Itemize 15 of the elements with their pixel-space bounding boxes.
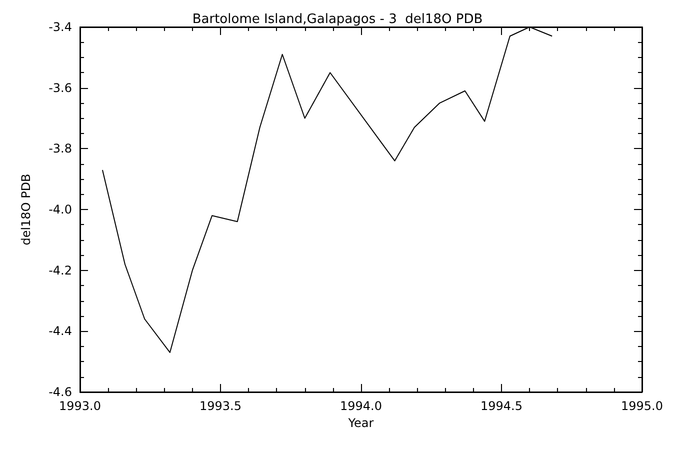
- y-tick-label: -4.0: [48, 202, 72, 216]
- x-tick-label: 1994.0: [340, 399, 382, 413]
- y-tick-label: -4.2: [48, 263, 72, 278]
- y-tick-label: -3.4: [48, 20, 72, 34]
- x-tick-label: 1994.5: [480, 399, 522, 413]
- x-tick-label: 1993.0: [59, 399, 101, 413]
- y-tick-label: -4.4: [48, 324, 72, 338]
- y-tick-label: -4.6: [48, 385, 72, 399]
- y-tick-label: -3.6: [48, 80, 72, 95]
- y-axis-title: del18O PDB: [19, 174, 33, 246]
- x-tick-label: 1995.0: [621, 399, 663, 413]
- x-tick-label: 1993.5: [200, 399, 242, 413]
- y-tick-label: -3.8: [48, 142, 72, 156]
- chart-title: Bartolome Island,Galapagos - 3 del18O PDB: [192, 12, 483, 27]
- x-axis-title: Year: [347, 416, 374, 430]
